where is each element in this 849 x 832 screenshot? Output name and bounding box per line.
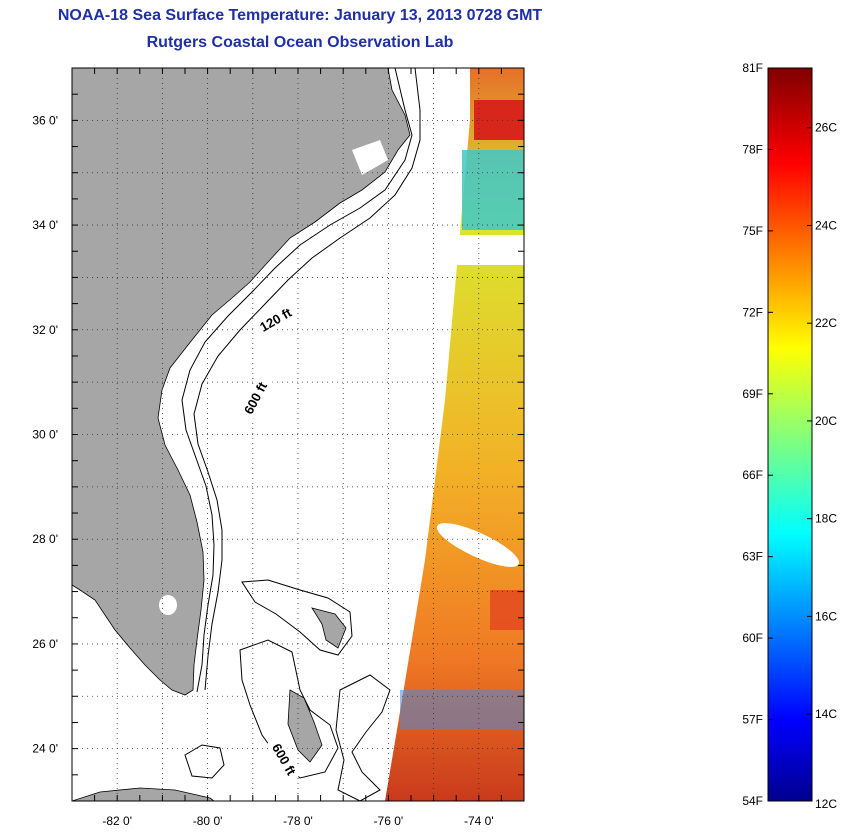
contour-label-bg: [237, 374, 273, 422]
sst-cloud-gap: [450, 235, 524, 265]
colorbar-label-c: 26C: [815, 121, 837, 135]
bahamas-exuma-bank: [335, 674, 391, 801]
colorbar-label-f: 57F: [742, 713, 763, 727]
colorbar-label-c: 16C: [815, 609, 837, 623]
lat-tick-label: 30 0': [32, 428, 58, 442]
colorbar-label-f: 78F: [742, 142, 763, 156]
sst-warm-patch-east: [490, 590, 524, 630]
lon-tick-label: -78 0': [283, 814, 313, 828]
lon-tick-label: -80 0': [193, 814, 223, 828]
temperature-colorbar: 81F 78F 75F 72F 69F 66F 63F 60F 57F 54F 26C 24C 22C…: [742, 61, 837, 811]
lon-tick-label: -74 0': [464, 814, 494, 828]
lat-tick-label: 26 0': [32, 637, 58, 651]
bahamas-andros-land: [287, 689, 323, 763]
colorbar-label-f: 63F: [742, 550, 763, 564]
colorbar-label-c: 22C: [815, 316, 837, 330]
lon-tick-label: -82 0': [102, 814, 132, 828]
colorbar-gradient: [767, 67, 813, 802]
cuba-coast: [72, 787, 215, 801]
lat-tick-label: 28 0': [32, 532, 58, 546]
colorbar-label-f: 54F: [742, 794, 763, 808]
lake-okeechobee: [159, 595, 177, 615]
lat-tick-label: 34 0': [32, 218, 58, 232]
map-ticks: [71, 67, 525, 802]
colorbar-label-c: 24C: [815, 218, 837, 232]
colorbar-label-c: 12C: [815, 797, 837, 811]
sst-cool-patch-north: [462, 150, 524, 230]
colorbar-label-f: 75F: [742, 224, 763, 238]
colorbar-label-c: 14C: [815, 707, 837, 721]
contour-600ft: [193, 68, 421, 691]
colorbar-label-f: 66F: [742, 468, 763, 482]
colorbar-label-f: 69F: [742, 387, 763, 401]
colorbar-celsius-labels: 26C 24C 22C 20C 18C 16C 14C 12C: [807, 121, 837, 811]
latitude-labels: 24 0' 26 0' 28 0' 30 0' 32 0' 34 0' 36 0': [32, 113, 58, 755]
title-line-2: Rutgers Coastal Ocean Observation Lab: [146, 34, 454, 51]
sst-map: 24 0' 26 0' 28 0' 30 0' 32 0' 34 0' 36 0' -82 …: [32, 67, 525, 828]
pamlico-sound: [352, 140, 388, 175]
colorbar-label-f: 60F: [742, 631, 763, 645]
colorbar-label-c: 18C: [815, 512, 837, 526]
colorbar-fahrenheit-labels: 81F 78F 75F 72F 69F 66F 63F 60F 57F 54F: [742, 61, 773, 808]
colorbar-label-f: 72F: [742, 305, 763, 319]
bahamas-abaco-land: [311, 607, 347, 649]
lat-tick-label: 24 0': [32, 742, 58, 756]
contour-label-bg: [252, 301, 299, 338]
sst-cloud-band: [436, 523, 520, 567]
lat-tick-label: 36 0': [32, 113, 58, 127]
lon-tick-label: -76 0': [374, 814, 404, 828]
colorbar-label-c: 20C: [815, 414, 837, 428]
bahamas-little-bank: [241, 579, 353, 656]
cay-sal-bank: [184, 744, 225, 779]
colorbar-label-f: 81F: [742, 61, 763, 75]
land-us-east-coast: [72, 68, 411, 696]
lat-tick-label: 32 0': [32, 323, 58, 337]
contour-120ft: [181, 68, 413, 693]
title-line-1: NOAA-18 Sea Surface Temperature: January…: [57, 7, 543, 24]
longitude-labels: -82 0' -80 0' -78 0' -76 0' -74 0': [102, 814, 493, 828]
map-grid: [72, 68, 524, 801]
contour-label-bg: [266, 736, 303, 783]
sst-warm-patch-north: [474, 100, 524, 140]
